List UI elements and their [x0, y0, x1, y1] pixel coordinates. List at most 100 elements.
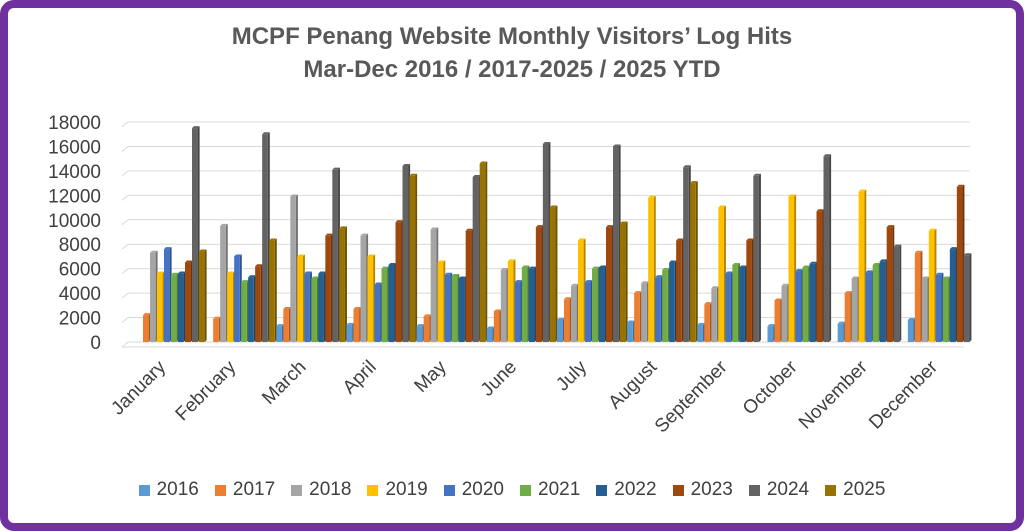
bar	[767, 326, 774, 342]
bar	[283, 309, 289, 342]
bar-top	[521, 265, 530, 268]
y-tick-label: 12000	[48, 186, 101, 207]
bar-top	[325, 233, 333, 236]
bar	[648, 197, 654, 342]
bar	[571, 285, 577, 342]
bar	[802, 267, 809, 342]
bar-top	[711, 286, 719, 289]
bar-top	[192, 126, 200, 129]
bar-top	[732, 263, 740, 265]
bar-top	[444, 272, 453, 275]
bar-side	[274, 238, 277, 342]
bar-side	[344, 226, 347, 342]
bar-top	[262, 132, 270, 135]
bar-top	[648, 195, 656, 198]
bar	[353, 309, 360, 342]
bar-top	[781, 283, 790, 286]
bar-top	[402, 164, 411, 166]
y-tick-label: 16000	[48, 137, 101, 158]
bar-top	[178, 271, 186, 274]
bar-top	[339, 226, 347, 229]
bar-top	[500, 267, 509, 270]
x-tick-label: March	[258, 357, 310, 409]
bar	[479, 163, 486, 342]
bar	[795, 271, 802, 342]
bar	[585, 282, 591, 342]
bar-top	[388, 263, 397, 265]
bar	[143, 315, 149, 342]
bar	[655, 277, 661, 342]
bar	[269, 240, 275, 342]
bar-top	[220, 223, 228, 226]
bar-top	[578, 238, 586, 241]
bar	[381, 268, 388, 342]
bar	[963, 255, 970, 342]
bar-top	[802, 265, 811, 268]
bar-side	[415, 173, 418, 342]
bar	[241, 282, 247, 342]
gridline-depth	[121, 341, 129, 348]
bar-top	[353, 307, 362, 309]
bar-top	[844, 291, 853, 294]
bar	[486, 328, 493, 342]
bar	[858, 191, 865, 342]
bar	[732, 265, 738, 342]
x-tick-label: October	[739, 356, 802, 419]
bar	[192, 128, 198, 342]
legend-label: 2020	[461, 479, 504, 500]
bar	[865, 272, 872, 342]
bar-top	[683, 165, 691, 168]
bar	[606, 227, 612, 342]
bar-top	[360, 233, 369, 236]
x-tick-label: August	[605, 356, 662, 413]
bar	[360, 235, 367, 342]
y-tick-label: 4000	[59, 284, 101, 305]
gridline-depth	[121, 243, 129, 250]
bar	[262, 134, 268, 342]
bar	[472, 177, 479, 342]
bar	[346, 324, 353, 342]
legend-entry: 2016	[138, 479, 199, 501]
legend-swatch	[443, 484, 455, 496]
bar-top	[227, 271, 235, 274]
y-tick-label: 14000	[48, 162, 101, 183]
legend-swatch	[672, 484, 684, 496]
bar	[150, 252, 156, 342]
bar-top	[823, 154, 832, 157]
bar-top	[816, 209, 825, 212]
bar-top	[241, 280, 249, 283]
bar	[528, 268, 535, 342]
bar	[921, 278, 928, 342]
bar	[255, 266, 261, 342]
bar	[886, 227, 893, 342]
bar	[325, 235, 331, 342]
bar-top	[571, 283, 579, 286]
bar	[683, 167, 689, 342]
bar-top	[458, 276, 467, 279]
x-tick-label: January	[107, 356, 170, 419]
bar	[444, 274, 451, 342]
bar-top	[753, 173, 761, 176]
bar-side	[625, 221, 628, 342]
legend-swatch	[214, 484, 226, 496]
gridline-depth	[121, 170, 129, 177]
bar	[402, 166, 409, 342]
bar-top	[507, 259, 516, 262]
bar	[718, 207, 724, 342]
bar	[823, 156, 830, 342]
bar	[935, 274, 942, 342]
bar	[907, 320, 914, 342]
bar	[564, 299, 570, 342]
bar	[171, 274, 177, 342]
bar	[690, 183, 696, 342]
bar-top	[858, 189, 867, 192]
bar-top	[634, 291, 642, 294]
bar	[942, 278, 949, 342]
legend-swatch	[520, 484, 531, 496]
legend-entry: 2024	[748, 479, 809, 501]
bar	[557, 320, 563, 342]
bar-top	[367, 254, 376, 257]
bar-top	[514, 280, 523, 283]
bar-top	[248, 275, 256, 278]
